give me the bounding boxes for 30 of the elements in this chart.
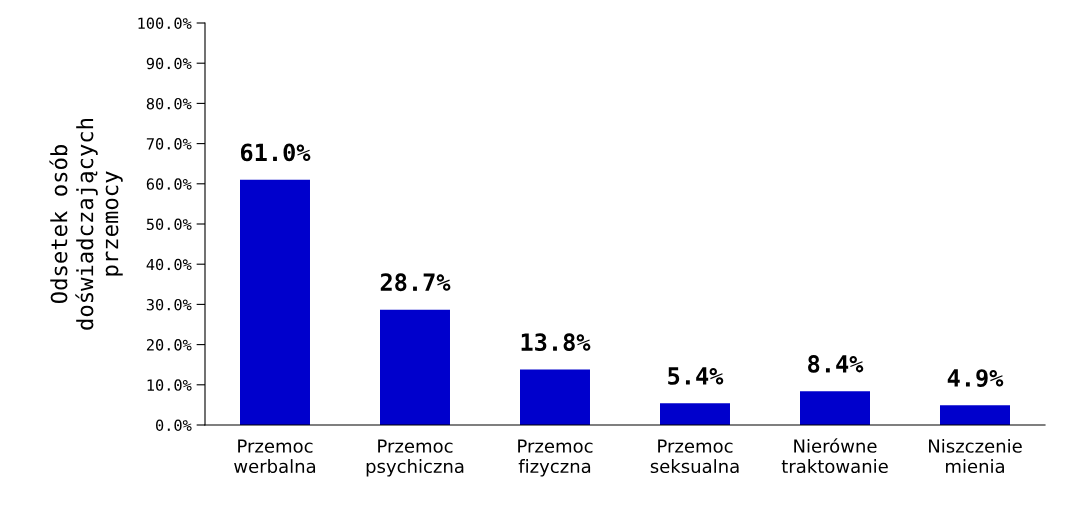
- data-label: 5.4%: [668, 367, 724, 385]
- y-tick-label: 20.0%: [146, 339, 192, 351]
- x-tick-label: Przemoc psychiczna: [366, 439, 464, 477]
- data-label: 28.7%: [380, 273, 451, 292]
- data-label: 4.9%: [947, 369, 1004, 387]
- y-tick-label: 70.0%: [146, 138, 192, 150]
- y-tick-label: 10.0%: [147, 379, 192, 391]
- bar: [520, 369, 590, 425]
- bar: [940, 405, 1010, 425]
- bar: [800, 391, 870, 425]
- data-label: 8.4%: [808, 354, 864, 373]
- x-tick-label: Nierówne traktowanie: [781, 438, 888, 474]
- x-tick-label: Przemoc fizyczna: [518, 439, 593, 477]
- y-tick-label: 40.0%: [146, 258, 192, 271]
- y-tick-label: 100.0%: [138, 17, 192, 30]
- y-tick-label: 90.0%: [146, 57, 192, 70]
- y-tick-label: 30.0%: [146, 298, 192, 311]
- x-tick-label: Przemoc werbalna: [234, 439, 316, 474]
- data-label: 61.0%: [240, 143, 311, 162]
- data-label: 13.8%: [521, 333, 591, 352]
- y-tick-label: 50.0%: [146, 218, 192, 231]
- bar: [380, 309, 450, 425]
- x-tick-label: Niszczenie mienia: [929, 438, 1022, 474]
- y-axis-title: Odsetek osób doświadczających przemocy: [49, 118, 123, 330]
- y-tick-label: 60.0%: [146, 178, 192, 190]
- bar: [240, 179, 310, 425]
- y-tick-label: 0.0%: [156, 419, 192, 432]
- x-tick-label: Przemoc seksualna: [650, 439, 739, 474]
- y-tick-label: 80.0%: [146, 97, 192, 110]
- bar: [660, 403, 730, 425]
